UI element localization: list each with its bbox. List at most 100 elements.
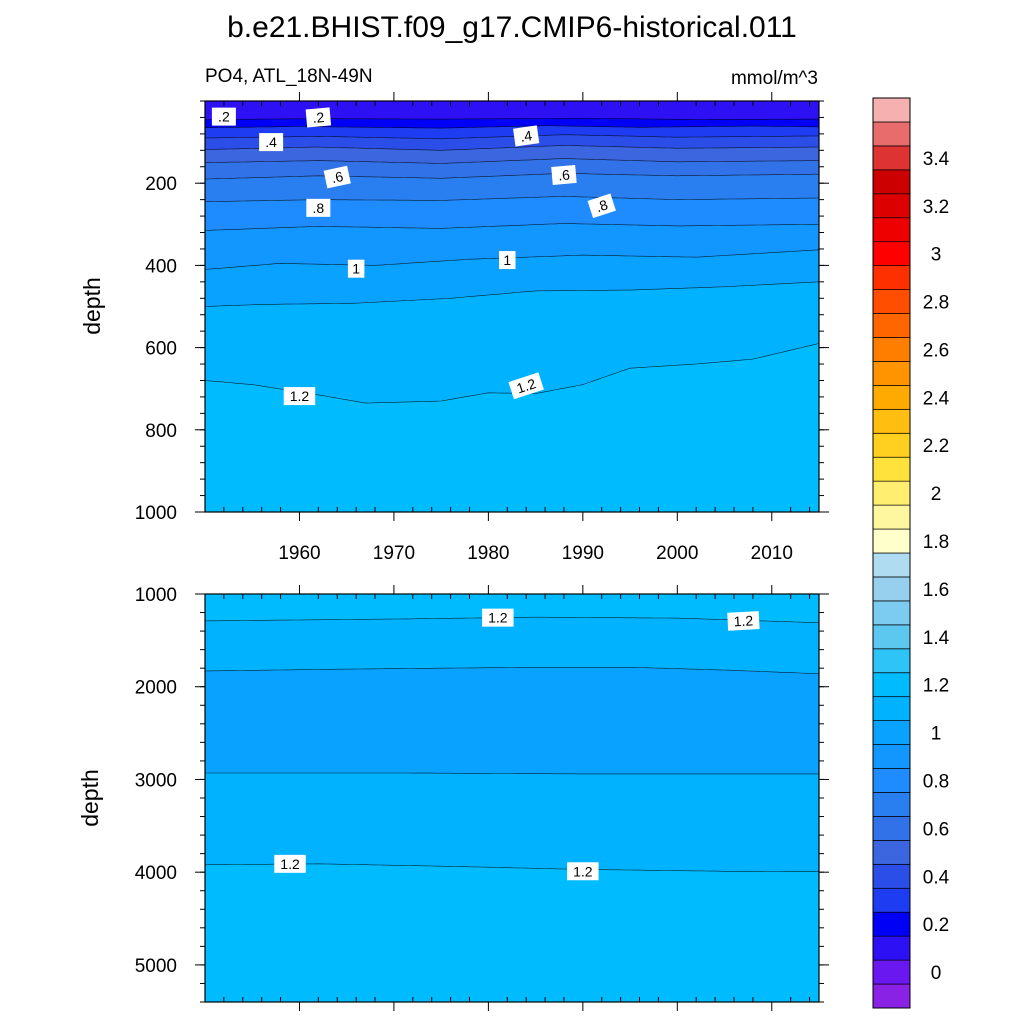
- contour-label: 1.2: [283, 387, 316, 406]
- contour-label: 1.2: [508, 372, 544, 400]
- contour-label-box: [567, 862, 599, 881]
- contour-label-box: [482, 608, 514, 627]
- lower-contour-line: [204, 667, 820, 674]
- colorbar-box: [872, 337, 911, 362]
- colorbar-box: [872, 840, 911, 865]
- colorbar-tick-label: 0: [931, 963, 942, 984]
- contour-label-text: .6: [330, 168, 345, 186]
- contour-label-text: 1: [352, 261, 360, 277]
- colorbar-box: [872, 983, 911, 1009]
- contour-label-box: [727, 611, 760, 631]
- upper-contour-line: [204, 223, 820, 231]
- contour-label-text: .8: [594, 196, 610, 215]
- contour-label-box: [274, 854, 306, 873]
- colorbar-box: [872, 408, 911, 434]
- colorbar-tick-label: 2.2: [923, 436, 949, 457]
- contour-label-text: .6: [557, 166, 570, 183]
- colorbar-box: [872, 696, 911, 721]
- colorbar-box: [872, 361, 911, 386]
- upper-contour-line: [204, 134, 820, 140]
- contour-label-text: .4: [265, 134, 277, 150]
- upper-contour-line: [204, 172, 819, 180]
- contour-label-box: [306, 198, 331, 217]
- colorbar-box: [872, 720, 911, 745]
- upper-frame: [204, 100, 820, 513]
- contour-label-box: [305, 107, 332, 128]
- contour-label-box: [347, 259, 365, 278]
- upper-contour-line: [204, 281, 820, 307]
- colorbar-tick-label: 2.6: [923, 340, 949, 361]
- y-tick-label: 1000: [135, 503, 177, 524]
- x-tick-label: 2000: [656, 543, 698, 564]
- y-tick-label: 3000: [135, 770, 177, 791]
- colorbar-box: [872, 289, 911, 314]
- colorbar-tick-label: 2.4: [923, 388, 950, 409]
- colorbar-tick-label: 1.6: [923, 580, 949, 601]
- upper-contour-band: [205, 343, 819, 512]
- contour-label-box: [508, 372, 544, 400]
- contour-label-text: .2: [218, 109, 230, 125]
- subtitle-left: PO4, ATL_18N-49N: [205, 66, 373, 87]
- contour-label: .6: [551, 164, 577, 185]
- colorbar-tick-label: 1.2: [923, 676, 949, 697]
- subtitle-right: mmol/m^3: [731, 68, 818, 89]
- x-tick-label: 1970: [373, 543, 415, 564]
- y-tick-label: 2000: [135, 678, 177, 699]
- contour-label-box: [513, 125, 540, 147]
- contour-label: 1.2: [274, 854, 306, 873]
- x-tick-label: 1960: [278, 543, 320, 564]
- y-tick-label: 600: [145, 339, 177, 360]
- y-tick-label: 4000: [135, 863, 177, 884]
- colorbar-tick-label: 0.8: [923, 772, 949, 793]
- colorbar-box: [872, 480, 911, 506]
- contour-label-box: [551, 164, 577, 185]
- colorbar-tick-label: 3.4: [923, 149, 950, 170]
- colorbar-tick-label: 1: [931, 724, 942, 745]
- colorbar-box: [872, 935, 911, 961]
- contour-label-text: 1.2: [280, 856, 300, 872]
- colorbar-box: [872, 576, 911, 602]
- contour-label: .6: [323, 165, 351, 189]
- upper-panel: .2 .2 .4 .4 .6 .6 .8 .8 1 1 1.2 1.2 1960 1970 1980 1990…: [79, 92, 829, 564]
- colorbar-box: [872, 385, 911, 410]
- colorbar-box: [872, 672, 911, 698]
- contour-label-box: [587, 193, 616, 219]
- contour-label: .2: [211, 107, 236, 126]
- y-tick-label: 800: [145, 421, 177, 442]
- contour-label: 1.2: [727, 611, 760, 631]
- colorbar-box: [872, 265, 911, 290]
- colorbar-box: [872, 911, 911, 937]
- contour-label: .4: [259, 133, 284, 152]
- contour-label-text: .4: [519, 127, 533, 144]
- contour-label-text: 1.2: [733, 612, 753, 629]
- contour-label: .8: [587, 193, 616, 219]
- colorbar-box: [872, 600, 911, 626]
- colorbar-box: [872, 145, 911, 171]
- y-tick-label: 200: [145, 174, 177, 195]
- contour-label-text: 1.2: [290, 388, 310, 404]
- colorbar-box: [872, 456, 911, 482]
- contour-label: 1.2: [567, 862, 599, 881]
- colorbar-tick-label: 0.2: [923, 915, 949, 936]
- contour-label-box: [323, 165, 351, 189]
- colorbar-box: [872, 217, 911, 243]
- contour-label-box: [499, 251, 516, 270]
- colorbar-box: [872, 863, 911, 889]
- colorbar-box: [872, 624, 911, 650]
- colorbar-tick-label: 1.4: [923, 628, 950, 649]
- colorbar: 0 0.2 0.4 0.6 0.8 1 1.2 1.4 1.6 1.8 2 2.2 2.4 2.6 2.8 3…: [872, 97, 950, 1009]
- colorbar-tick-label: 0.6: [923, 819, 949, 840]
- colorbar-frame: [872, 97, 911, 1009]
- colorbar-box: [872, 97, 911, 123]
- upper-contour-line: [204, 145, 820, 151]
- contour-label: .2: [305, 107, 332, 128]
- y-tick-label: 5000: [135, 956, 177, 977]
- chart-title: b.e21.BHIST.f09_g17.CMIP6-historical.011: [227, 11, 797, 44]
- colorbar-box: [872, 959, 911, 985]
- colorbar-box: [872, 744, 911, 769]
- lower-panel: 1.2 1.2 1.2 1.2 1000 2000 3000 4000 5000 depth: [77, 585, 829, 1011]
- colorbar-box: [872, 241, 911, 266]
- contour-label: 1: [347, 259, 365, 278]
- lower-contour-line: [205, 772, 819, 775]
